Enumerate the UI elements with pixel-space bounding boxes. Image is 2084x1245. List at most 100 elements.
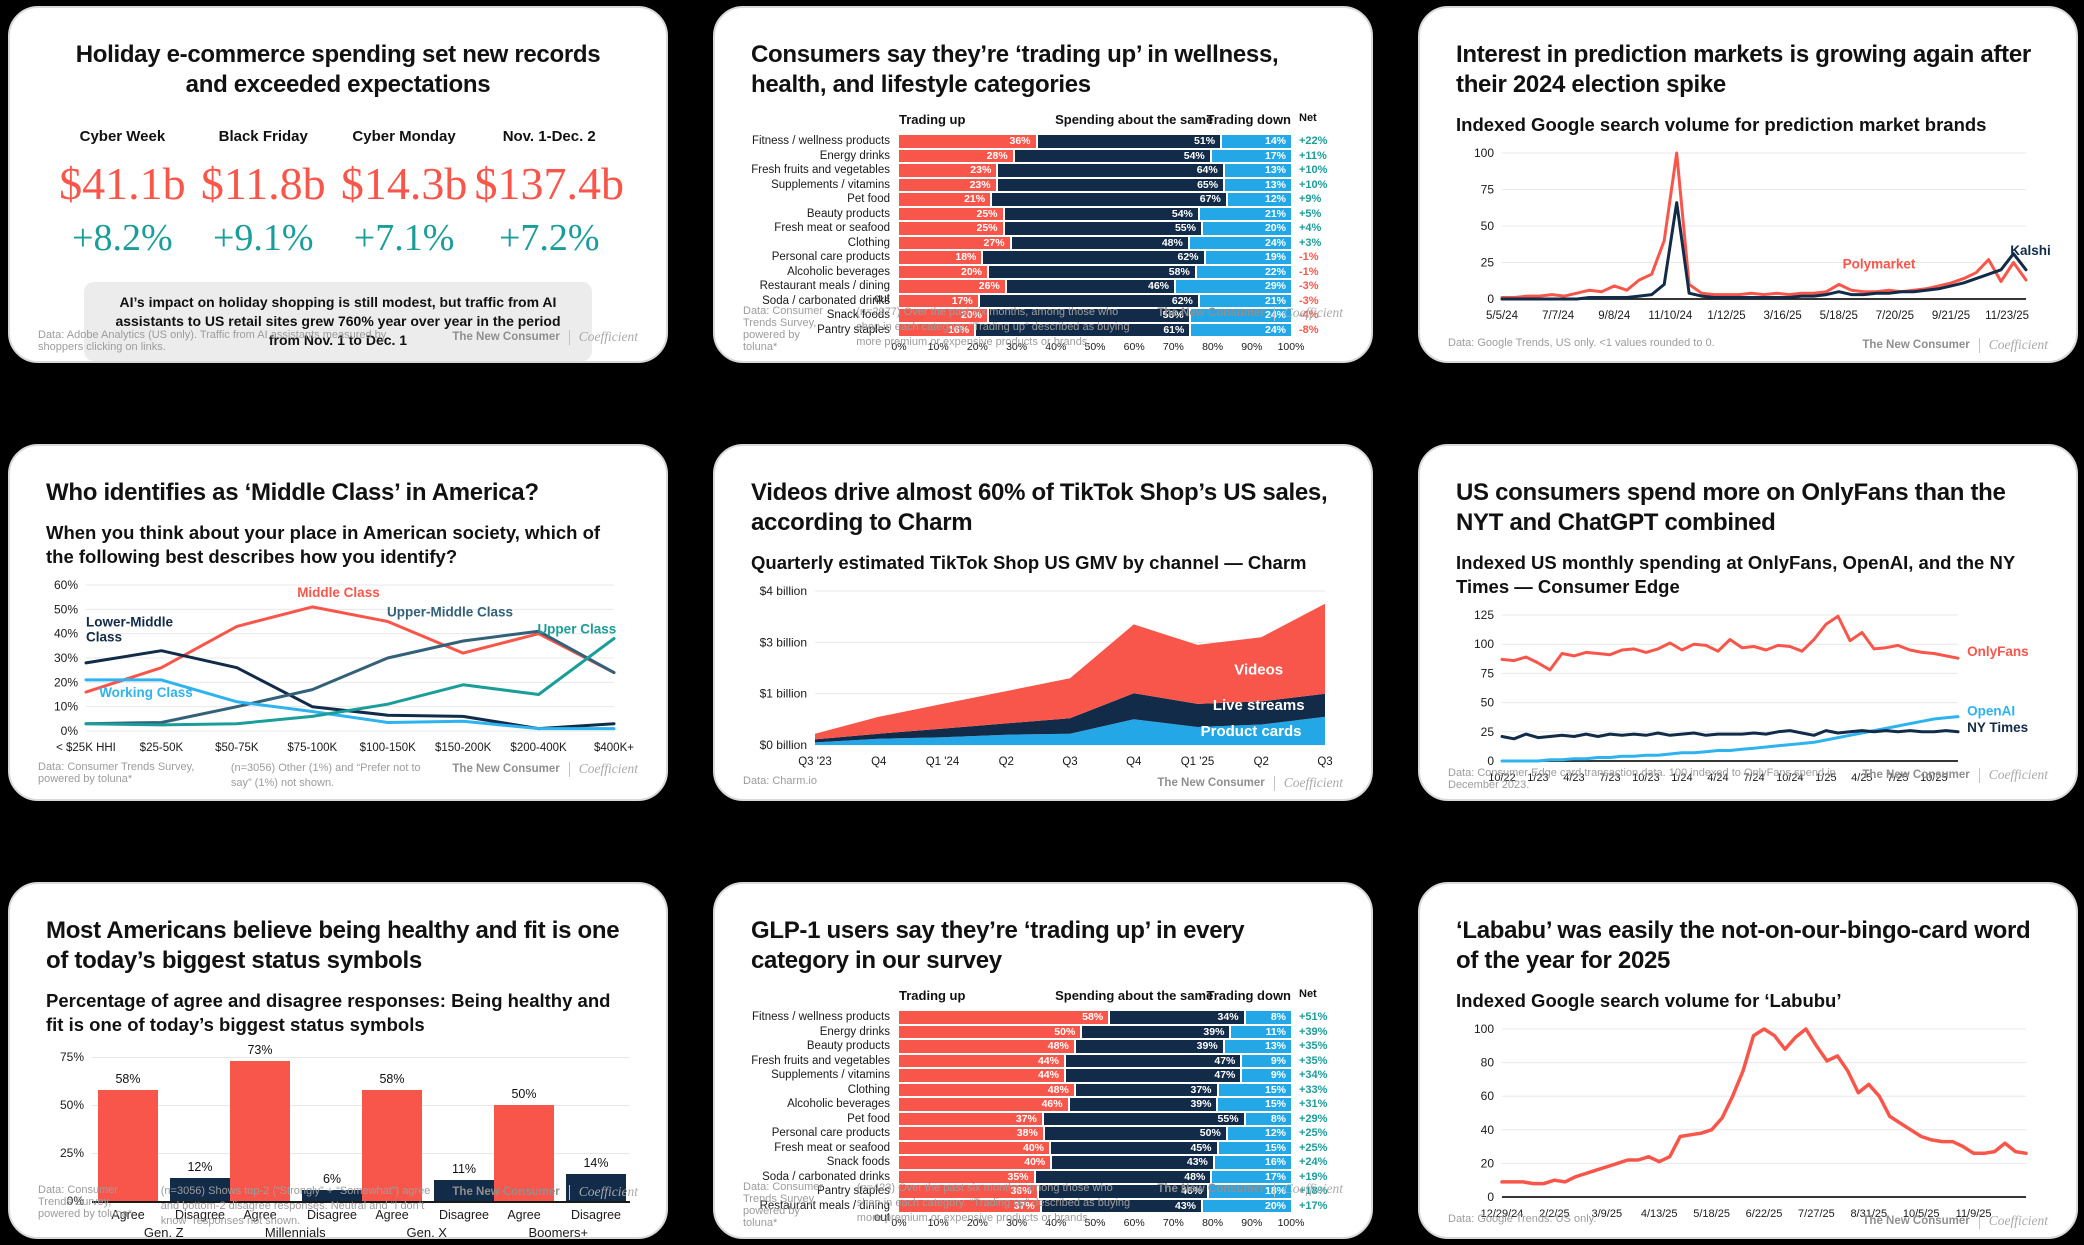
brand-coefficient: Coefficient (578, 329, 638, 344)
series-line-middle-class (84, 605, 616, 694)
header-net: Net (1299, 112, 1317, 124)
series-label-openai: OpenAI (1967, 704, 2015, 719)
x-tick-label: 0% (891, 341, 907, 353)
net-value: +18% (1299, 1185, 1328, 1197)
x-tick-label: 10/5/25 (1903, 1208, 1940, 1220)
bar-track: 36% 51% 14% (899, 135, 1292, 148)
y-tick-label: 25 (1481, 725, 1495, 739)
segment-up: 20% (899, 309, 987, 322)
line-chart-container: 0 25 50 75 100 5/5/24 7/7/24 9/8/24 11/10/24 1/12… (1456, 145, 2051, 328)
bar-label-pair: Agree Disagree (98, 1208, 230, 1222)
net-value: +17% (1299, 1199, 1328, 1212)
data-source: Data: Google Trends. US only. (1448, 1213, 1597, 1225)
net-value: +4% (1299, 222, 1322, 234)
x-tick-label: 4/24 (1707, 772, 1728, 784)
header-trading-down: Trading down (1206, 988, 1292, 1003)
category-label: Fitness / wellness products (751, 135, 890, 147)
net-value: -1% (1299, 265, 1319, 278)
data-source: Data: Consumer Trends Survey, powered by… (743, 1181, 824, 1229)
category-row: Energy drinks 50% 39% 11% +39% (751, 1025, 1335, 1038)
x-tick-label: 70% (1162, 1217, 1184, 1229)
x-axis-area: 0% 10% 20% 30% 40% 50% 60% 70% 80% 90% 100% (891, 1217, 1304, 1231)
x-axis-area: 0% 10% 20% 30% 40% 50% 60% 70% 80% 90% 100% (891, 341, 1304, 355)
footnote: (n=423) Over the past six months, among … (856, 1182, 1131, 1224)
x-tick-label: 1/23 (1527, 772, 1548, 784)
brand-the-new-consumer: The New Consumer (1862, 1215, 1970, 1227)
x-tick-label: 7/27/25 (1798, 1208, 1835, 1220)
category-row: Energy drinks 28% 54% 17% +11% (751, 149, 1335, 162)
data-source: Data: Consumer Trends Survey, powered by… (38, 761, 195, 786)
bar-column: 58% (362, 1072, 422, 1202)
category-row: Soda / carbonated drinks 17% 62% 21% -3% (751, 294, 1335, 307)
category-label: Soda / carbonated drinks (762, 1170, 890, 1183)
category-row: Snack foods 20% 56% 24% -4% (751, 309, 1335, 322)
segment-same: 55% (1043, 1112, 1244, 1125)
segment-down: 18% (1209, 1185, 1291, 1198)
y-tick-label: 25 (1481, 256, 1495, 270)
x-tick-label: 7/25 (1887, 772, 1908, 784)
x-tick-label: 8/31/25 (1850, 1208, 1887, 1220)
y-tick-label: 100 (1474, 1022, 1494, 1036)
brand-the-new-consumer: The New Consumer (452, 331, 560, 343)
segment-down: 16% (1214, 1156, 1291, 1169)
segment-up: 26% (899, 280, 1005, 293)
chart-subtitle: Percentage of agree and disagree respons… (46, 990, 611, 1036)
card-footer: Data: Consumer Trends Survey, powered by… (743, 305, 1343, 353)
x-tick-label: 11/9/25 (1956, 1208, 1992, 1220)
card-title: ‘Lababu’ was easily the not-on-our-bingo… (1456, 917, 2031, 974)
brand: The New Consumer Coefficient (452, 761, 638, 777)
brand-coefficient: Coefficient (578, 1184, 638, 1200)
x-tick-label: 7/24 (1743, 772, 1764, 784)
segment-same: 46% (1038, 1185, 1208, 1198)
bar-track: 23% 65% 13% (899, 178, 1291, 191)
category-label: Fresh fruits and vegetables (751, 164, 890, 176)
y-tick-label: $4 billion (760, 584, 807, 598)
category-row: Snack foods 40% 43% 16% +24% (751, 1156, 1335, 1169)
category-label: Personal care products (771, 1127, 890, 1139)
category-row: Beauty products 25% 54% 21% +5% (751, 207, 1335, 220)
bar-track: 37% 55% 8% (899, 1112, 1292, 1125)
segment-same: 51% (1037, 135, 1221, 148)
area-product-cards (815, 716, 1325, 746)
segment-up: 27% (899, 236, 1010, 249)
bar-value-label: 58% (379, 1071, 405, 1086)
net-value: +39% (1299, 1025, 1328, 1038)
bar-track: 38% 50% 12% (899, 1127, 1291, 1140)
segment-down: 8% (1245, 1112, 1292, 1125)
bar-group-gen-z: 58% 12% (98, 1072, 230, 1202)
spacer (751, 988, 899, 1005)
category-label: Snack foods (826, 1156, 890, 1168)
x-tick-label: < $25K HHI (56, 742, 116, 754)
category-row: Beauty products 48% 39% 13% +35% (751, 1040, 1335, 1053)
brand-the-new-consumer: The New Consumer (1157, 307, 1265, 319)
bar-label-pair: Agree Disagree (362, 1208, 494, 1222)
segment-same: 67% (992, 193, 1226, 206)
x-tick-label: $75-100K (287, 742, 337, 754)
segment-same: 48% (1035, 1170, 1211, 1183)
grouped-bar-chart: 0% 25% 50% 75% 58% 12% 73% 6% 58% 11% 50% 14% Agree D… (46, 1043, 630, 1237)
card-title: Most Americans believe being healthy and… (46, 917, 620, 974)
y-tick-label: 100 (1474, 146, 1494, 160)
brand-the-new-consumer: The New Consumer (1862, 769, 1970, 781)
segment-up: 16% (899, 323, 975, 336)
diverging-bar-chart: Trading up Spending about the same Trading… (751, 988, 1335, 1231)
x-tick-label: 11/23/25 (1985, 310, 2029, 322)
category-label: Fresh meat or seafood (774, 222, 890, 234)
category-label: Beauty products (806, 207, 890, 220)
card-title: Videos drive almost 60% of TikTok Shop’s… (751, 479, 1328, 536)
tiktok-gmv-chart: $4 billion $3 billion $1 billion $0 billion… (760, 584, 1333, 768)
gridline (92, 1201, 630, 1204)
stat-label: Nov. 1-Dec. 2 (502, 128, 596, 145)
bar-column: 6% (302, 1172, 362, 1202)
bar-column: 12% (170, 1160, 230, 1202)
category-row: Pantry staples 16% 61% 24% -8% (751, 323, 1335, 336)
series-label-polymarket: Polymarket (1843, 256, 1916, 271)
bar-value-label: 11% (451, 1161, 477, 1176)
segment-up: 40% (899, 1156, 1051, 1169)
x-tick-label: Q3 (1062, 756, 1077, 768)
y-tick-label: 0% (66, 1194, 84, 1209)
segment-same: 58% (989, 265, 1195, 278)
stat-change: +9.1% (212, 217, 314, 259)
footnote: (n=2977) Over the past six months, among… (856, 306, 1130, 348)
brand-divider (1978, 1213, 1980, 1229)
